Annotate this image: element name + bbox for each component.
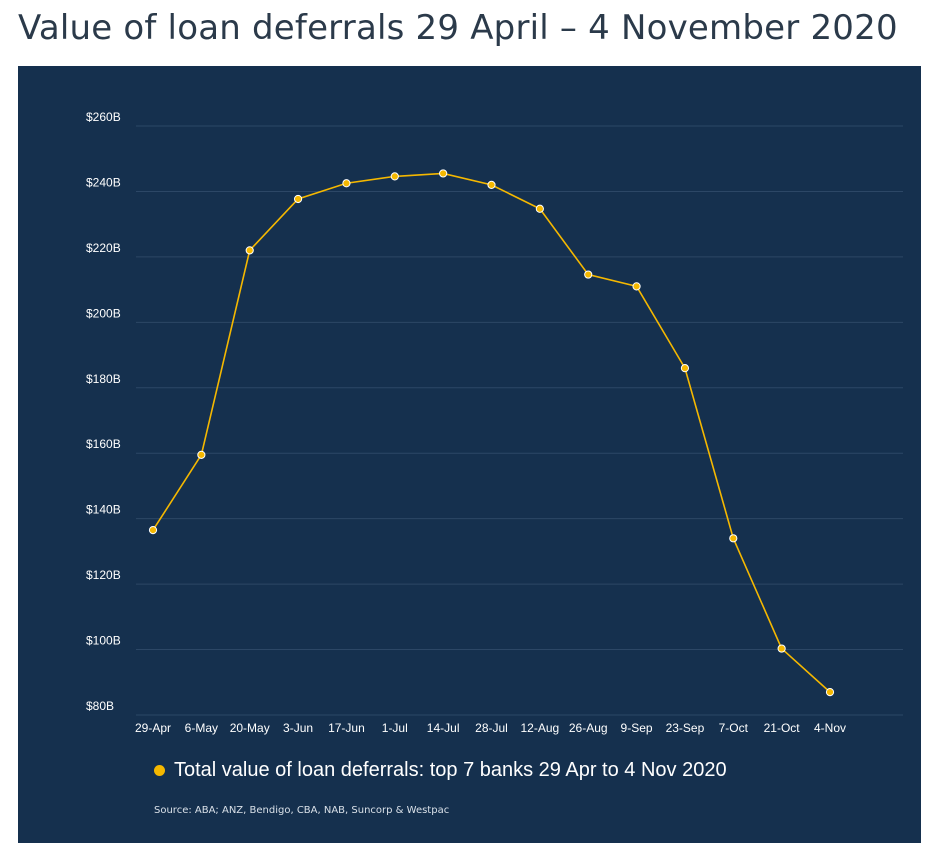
x-tick-label: 29-Apr [135,721,171,735]
y-tick-label: $140B [86,503,121,517]
x-tick-label: 21-Oct [764,721,801,735]
y-tick-label: $120B [86,568,121,582]
x-tick-label: 6-May [185,721,218,735]
y-tick-label: $180B [86,372,121,386]
series-total-loan-deferrals [148,169,835,697]
data-point [535,204,544,213]
data-point [293,194,303,204]
chart-panel: $80B $100B $120B $140B $160B $180B $200B $220B $… [18,66,921,843]
y-tick-label: $200B [86,306,121,320]
source-note: Source: ABA; ANZ, Bendigo, CBA, NAB, Sun… [154,805,450,816]
x-tick-label: 1-Jul [382,721,408,735]
y-axis-ticks: $80B $100B $120B $140B $160B $180B $200B $220B $… [86,110,121,713]
data-point [680,364,690,373]
x-tick-label: 4-Nov [814,721,846,735]
y-tick-label: $260B [86,110,121,124]
x-tick-label: 17-Jun [328,721,365,735]
x-tick-label: 20-May [230,721,270,735]
data-point [777,644,786,653]
data-point [729,534,738,543]
y-tick-label: $160B [86,437,121,451]
data-point [390,172,399,181]
data-point [825,687,835,697]
x-tick-label: 9-Sep [621,721,653,735]
y-tick-label: $100B [86,634,121,648]
y-tick-label: $240B [86,175,121,189]
x-tick-label: 12-Aug [521,721,560,735]
data-point [342,179,351,188]
data-point [584,270,593,279]
x-tick-label: 28-Jul [475,721,508,735]
legend: Total value of loan deferrals: top 7 ban… [154,759,727,782]
data-point [487,180,496,190]
data-point [632,282,641,291]
line-chart: $80B $100B $120B $140B $160B $180B $200B $220B $… [86,110,903,735]
x-tick-label: 14-Jul [427,721,460,735]
legend-marker [154,765,165,776]
data-point [439,169,448,178]
data-point [197,450,206,459]
legend-label: Total value of loan deferrals: top 7 ban… [174,759,727,781]
x-tick-label: 3-Jun [283,721,313,735]
x-tick-label: 7-Oct [719,721,749,735]
y-tick-label: $220B [86,241,121,255]
gridlines [136,125,903,716]
x-tick-label: 23-Sep [666,721,705,735]
page-title: Value of loan deferrals 29 April – 4 Nov… [18,8,898,48]
x-tick-label: 26-Aug [569,721,608,735]
y-tick-label: $80B [86,699,114,713]
x-axis-ticks: 29-Apr 6-May 20-May 3-Jun 17-Jun 1-Jul 14-Jul 2… [135,721,846,735]
series-line [152,172,831,693]
data-point [148,526,158,535]
data-point [245,246,254,255]
